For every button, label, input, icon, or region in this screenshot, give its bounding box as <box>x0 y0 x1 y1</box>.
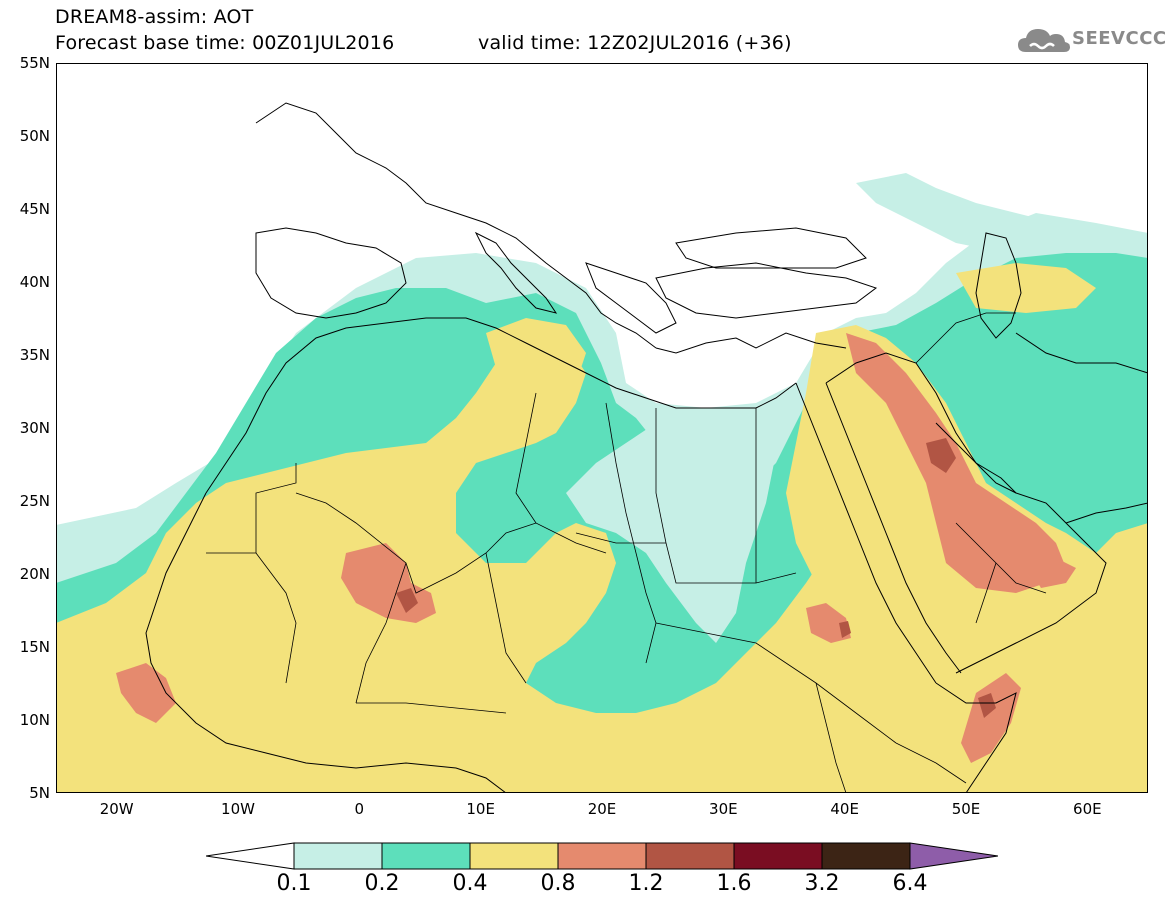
aot-band-0.8-somalia <box>961 673 1021 763</box>
colorbar-label: 6.4 <box>892 871 928 896</box>
colorbar-segment <box>733 842 823 870</box>
lon-label: 50E <box>951 800 981 818</box>
aot-band-0.8-sudan <box>806 603 851 643</box>
lat-label: 25N <box>19 492 50 510</box>
colorbar-svg <box>205 842 999 870</box>
lon-label: 30E <box>709 800 738 818</box>
aot-patch-caspian <box>856 173 1148 273</box>
lat-label: 30N <box>19 419 50 437</box>
lat-label: 15N <box>19 638 50 656</box>
aot-patch-caspian-yellow <box>956 263 1096 313</box>
colorbar-segment <box>205 842 295 870</box>
colorbar-segment <box>381 842 471 870</box>
lon-label: 40E <box>830 800 859 818</box>
aot-band-0.8-gulf <box>1026 558 1076 588</box>
colorbar-segment <box>909 842 999 870</box>
logo: SEEVCCC <box>1016 24 1165 56</box>
lat-label: 10N <box>19 711 50 729</box>
coastlines <box>145 102 1148 793</box>
lon-label: 0 <box>354 800 365 818</box>
forecast-base-time: Forecast base time: 00Z01JUL2016 <box>55 32 395 54</box>
lat-label: 50N <box>19 127 50 145</box>
colorbar-label: 1.6 <box>716 871 752 896</box>
aot-patch-tunisia <box>486 318 586 398</box>
lat-label: 20N <box>19 565 50 583</box>
colorbar-label: 1.2 <box>628 871 664 896</box>
lat-label: 5N <box>29 784 50 802</box>
aot-band-1.2-arabia <box>926 438 956 473</box>
lat-label: 55N <box>19 54 50 72</box>
lat-label: 35N <box>19 346 50 364</box>
lon-label: 10W <box>221 800 255 818</box>
cloud-icon <box>1018 29 1070 52</box>
aot-map <box>56 63 1148 793</box>
lat-label: 45N <box>19 200 50 218</box>
colorbar-label: 0.4 <box>452 871 488 896</box>
colorbar-segment <box>557 842 647 870</box>
country-borders <box>206 312 1047 793</box>
colorbar-segment <box>293 842 383 870</box>
colorbar-segment <box>645 842 735 870</box>
colorbar-label: 3.2 <box>804 871 840 896</box>
aot-band-0.4 <box>56 331 1148 793</box>
colorbar <box>205 842 999 870</box>
lon-label: 60E <box>1073 800 1102 818</box>
valid-time: valid time: 12Z02JUL2016 (+36) <box>478 32 792 54</box>
aot-band-1.2-somalia <box>978 693 996 718</box>
lon-label: 20E <box>587 800 617 818</box>
aot-band-0.8-arabia <box>846 333 1066 593</box>
aot-patch-egypt <box>566 413 776 643</box>
colorbar-label: 0.2 <box>364 871 400 896</box>
logo-text: SEEVCCC <box>1072 28 1165 49</box>
lat-label: 40N <box>19 273 50 291</box>
colorbar-segment <box>469 842 559 870</box>
colorbar-label: 0.1 <box>276 871 312 896</box>
aot-band-1.2-mali <box>396 588 418 613</box>
colorbar-label: 0.8 <box>540 871 576 896</box>
colorbar-segment <box>821 842 911 870</box>
aot-band-0.8-west-africa <box>116 663 176 723</box>
aot-band-1.2-red-sea <box>839 621 851 638</box>
map-title: DREAM8-assim: AOT <box>55 6 254 28</box>
lon-label: 10E <box>466 800 495 818</box>
map-panel <box>56 63 1148 793</box>
lon-label: 20W <box>99 800 134 818</box>
